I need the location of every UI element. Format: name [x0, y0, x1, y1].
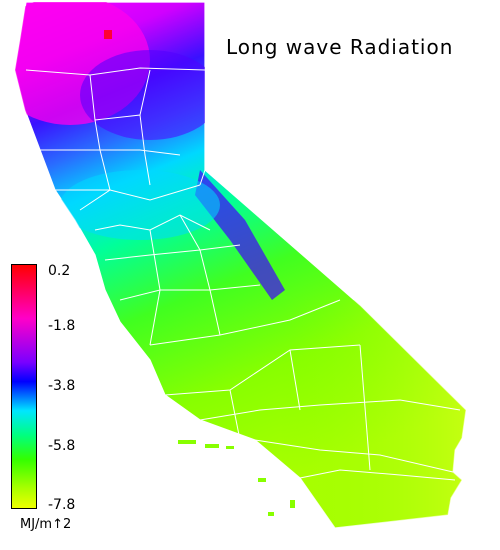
map-title: Long wave Radiation — [226, 35, 454, 59]
legend-tick-4: -5.8 — [48, 438, 76, 454]
north-hotspot — [104, 30, 112, 39]
channel-islands — [178, 440, 295, 516]
color-scale-bar — [11, 264, 37, 509]
county-boundaries — [25, 67, 461, 481]
southeast-desert-zone — [280, 300, 466, 528]
legend-tick-2: -1.8 — [48, 318, 76, 334]
legend-tick-min: -7.8 — [48, 497, 76, 513]
legend-tick-max: 0.2 — [48, 263, 71, 279]
central-transition-zone — [60, 170, 220, 240]
legend-tick-3: -3.8 — [48, 378, 76, 394]
legend-unit-label: MJ/m↑2 — [20, 517, 72, 532]
north-interior-zone — [80, 50, 220, 140]
